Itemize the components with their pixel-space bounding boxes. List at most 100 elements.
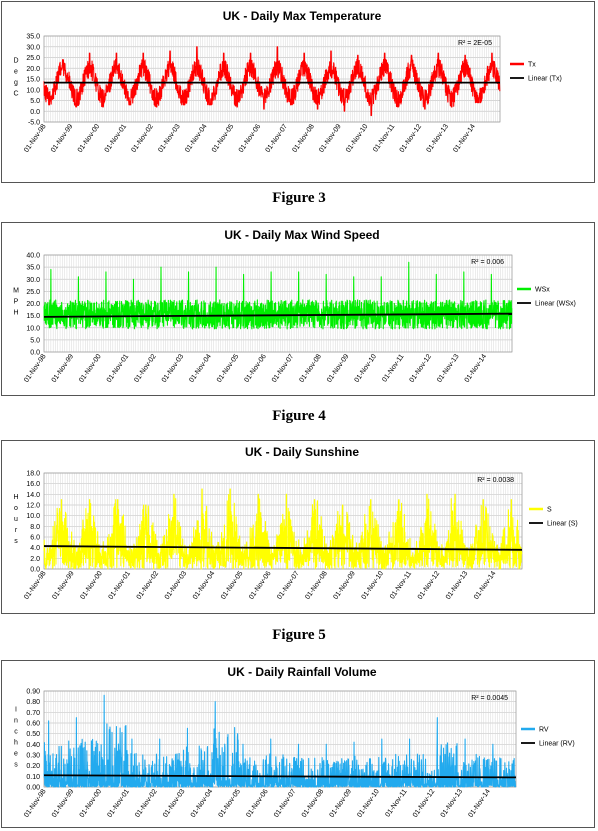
- y-axis-label-letter: e: [14, 751, 18, 758]
- x-tick-label: 01-Nov-07: [273, 788, 298, 819]
- y-tick-label: 4.0: [30, 545, 40, 552]
- y-tick-label: 30.0: [26, 44, 40, 51]
- x-tick-label: 01-Nov-12: [412, 788, 437, 819]
- x-tick-label: 01-Nov-05: [220, 570, 245, 601]
- x-tick-label: 01-Nov-00: [79, 570, 104, 601]
- x-tick-label: 01-Nov-10: [356, 788, 381, 819]
- x-tick-label: 01-Nov-07: [265, 123, 290, 154]
- x-tick-label: 01-Nov-10: [354, 353, 379, 384]
- x-tick-label: 01-Nov-11: [384, 788, 408, 818]
- legend-label: Linear (RV): [539, 741, 575, 748]
- trend-line-wind-speed: [43, 312, 513, 318]
- x-tick-label: 01-Nov-10: [361, 570, 386, 601]
- x-tick-label: 01-Nov-14: [473, 570, 498, 601]
- x-tick-label: 01-Nov-14: [464, 353, 489, 384]
- chart-title: UK - Daily Sunshine: [245, 445, 359, 459]
- y-tick-label: 5.0: [30, 98, 40, 105]
- y-tick-label: 0.10: [26, 774, 40, 781]
- x-tick-label: 01-Nov-05: [211, 123, 236, 154]
- y-tick-label: 0.50: [26, 731, 40, 738]
- plot-area: [43, 35, 501, 123]
- y-tick-label: -5.0: [28, 120, 40, 127]
- x-tick-label: 01-Nov-06: [238, 123, 263, 154]
- plot-area: [43, 472, 523, 570]
- y-tick-label: 14.0: [26, 492, 40, 499]
- chart-panel-temperature: UK - Daily Max Temperature -5.0 0.0 5.0 10.0…: [1, 1, 595, 183]
- figure-5-caption: Figure 5: [272, 627, 326, 643]
- y-tick-label: 12.0: [26, 503, 40, 510]
- y-tick-label: 10.0: [26, 87, 40, 94]
- x-tick-label: 01-Nov-04: [192, 570, 217, 601]
- x-tick-label: 01-Nov-06: [248, 570, 273, 601]
- x-tick-label: 01-Nov-12: [417, 570, 442, 601]
- chart-wind-speed: UK - Daily Max Wind Speed 0.0 5.0 10.0 15.0 2…: [13, 228, 576, 384]
- y-tick-label: 0.80: [26, 699, 40, 706]
- y-tick-label: 2.0: [30, 556, 40, 563]
- chart-title: UK - Daily Rainfall Volume: [227, 665, 376, 679]
- y-tick-label: 15.0: [26, 313, 40, 320]
- plot-area: [43, 254, 513, 353]
- legend-label: RV: [539, 727, 549, 734]
- x-tick-label: 01-Nov-03: [162, 788, 187, 819]
- y-tick-label: 25.0: [26, 289, 40, 296]
- y-tick-label: 8.0: [30, 524, 40, 531]
- x-tick-label: 01-Nov-04: [190, 788, 215, 819]
- chart-sunshine: UK - Daily Sunshine 0.0 2.0 4.0 6.0 8.0 10.0 12…: [13, 445, 577, 601]
- y-tick-label: 0.00: [26, 785, 40, 792]
- x-tick-label: 01-Nov-07: [276, 570, 301, 601]
- x-tick-label: 01-Nov-08: [304, 570, 329, 601]
- y-tick-label: 0.60: [26, 721, 40, 728]
- y-tick-label: 10.0: [26, 513, 40, 520]
- y-tick-label: 5.0: [30, 337, 40, 344]
- x-tick-label: 01-Nov-09: [332, 570, 357, 601]
- r-squared-label: R² = 2E-05: [458, 40, 492, 47]
- x-tick-label: 01-Nov-01: [106, 788, 131, 819]
- chart-title: UK - Daily Max Temperature: [223, 9, 382, 23]
- y-tick-label: 35.0: [26, 34, 40, 41]
- x-tick-label: 01-Nov-13: [436, 353, 461, 384]
- y-tick-label: 6.0: [30, 535, 40, 542]
- x-tick-label: 01-Nov-02: [136, 570, 161, 601]
- figure-4-caption: Figure 4: [272, 408, 326, 424]
- plot-area: [43, 690, 517, 788]
- x-tick-label: 01-Nov-03: [161, 353, 186, 384]
- x-tick-label: 01-Nov-02: [134, 788, 159, 819]
- legend-label: WSx: [535, 287, 550, 294]
- x-tick-label: 01-Nov-99: [50, 123, 75, 154]
- y-axis-label-letter: H: [13, 494, 18, 501]
- x-tick-label: 01-Nov-14: [467, 788, 492, 819]
- x-tick-label: 01-Nov-12: [409, 353, 434, 384]
- x-tick-label: 01-Nov-08: [298, 353, 323, 384]
- y-axis-label-letter: c: [14, 729, 18, 736]
- y-tick-label: 30.0: [26, 277, 40, 284]
- x-tick-label: 01-Nov-06: [243, 353, 268, 384]
- y-axis-label-letter: H: [13, 310, 18, 317]
- y-axis-label-letter: D: [13, 58, 18, 65]
- chart-temperature: UK - Daily Max Temperature -5.0 0.0 5.0 10.0…: [13, 9, 561, 154]
- x-tick-label: 01-Nov-06: [245, 788, 270, 819]
- r-squared-label: R² = 0.006: [471, 259, 504, 266]
- x-tick-label: 01-Nov-09: [326, 353, 351, 384]
- y-tick-label: 0.70: [26, 710, 40, 717]
- x-tick-label: 01-Nov-01: [106, 353, 131, 384]
- r-squared-label: R² = 0.0045: [471, 695, 508, 702]
- y-tick-label: 0.0: [30, 350, 40, 357]
- y-tick-label: 20.0: [26, 301, 40, 308]
- chart-panel-wind-speed: UK - Daily Max Wind Speed 0.0 5.0 10.0 15.0 2…: [1, 222, 595, 396]
- x-tick-label: 01-Nov-04: [184, 123, 209, 154]
- chart-title: UK - Daily Max Wind Speed: [224, 228, 379, 242]
- trend-line-sunshine: [43, 545, 523, 551]
- x-tick-label: 01-Nov-00: [79, 788, 104, 819]
- x-tick-label: 01-Nov-09: [329, 788, 354, 819]
- x-tick-label: 01-Nov-98: [23, 123, 48, 154]
- y-axis-label-letter: s: [14, 538, 18, 545]
- x-tick-label: 01-Nov-03: [164, 570, 189, 601]
- x-tick-label: 01-Nov-00: [78, 353, 103, 384]
- y-axis-label-letter: r: [15, 527, 18, 534]
- y-tick-label: 0.0: [30, 109, 40, 116]
- y-tick-label: 16.0: [26, 481, 40, 488]
- x-tick-label: 01-Nov-12: [399, 123, 424, 154]
- x-tick-label: 01-Nov-01: [108, 570, 133, 601]
- y-axis-label-letter: s: [14, 762, 18, 769]
- x-tick-label: 01-Nov-98: [23, 788, 48, 819]
